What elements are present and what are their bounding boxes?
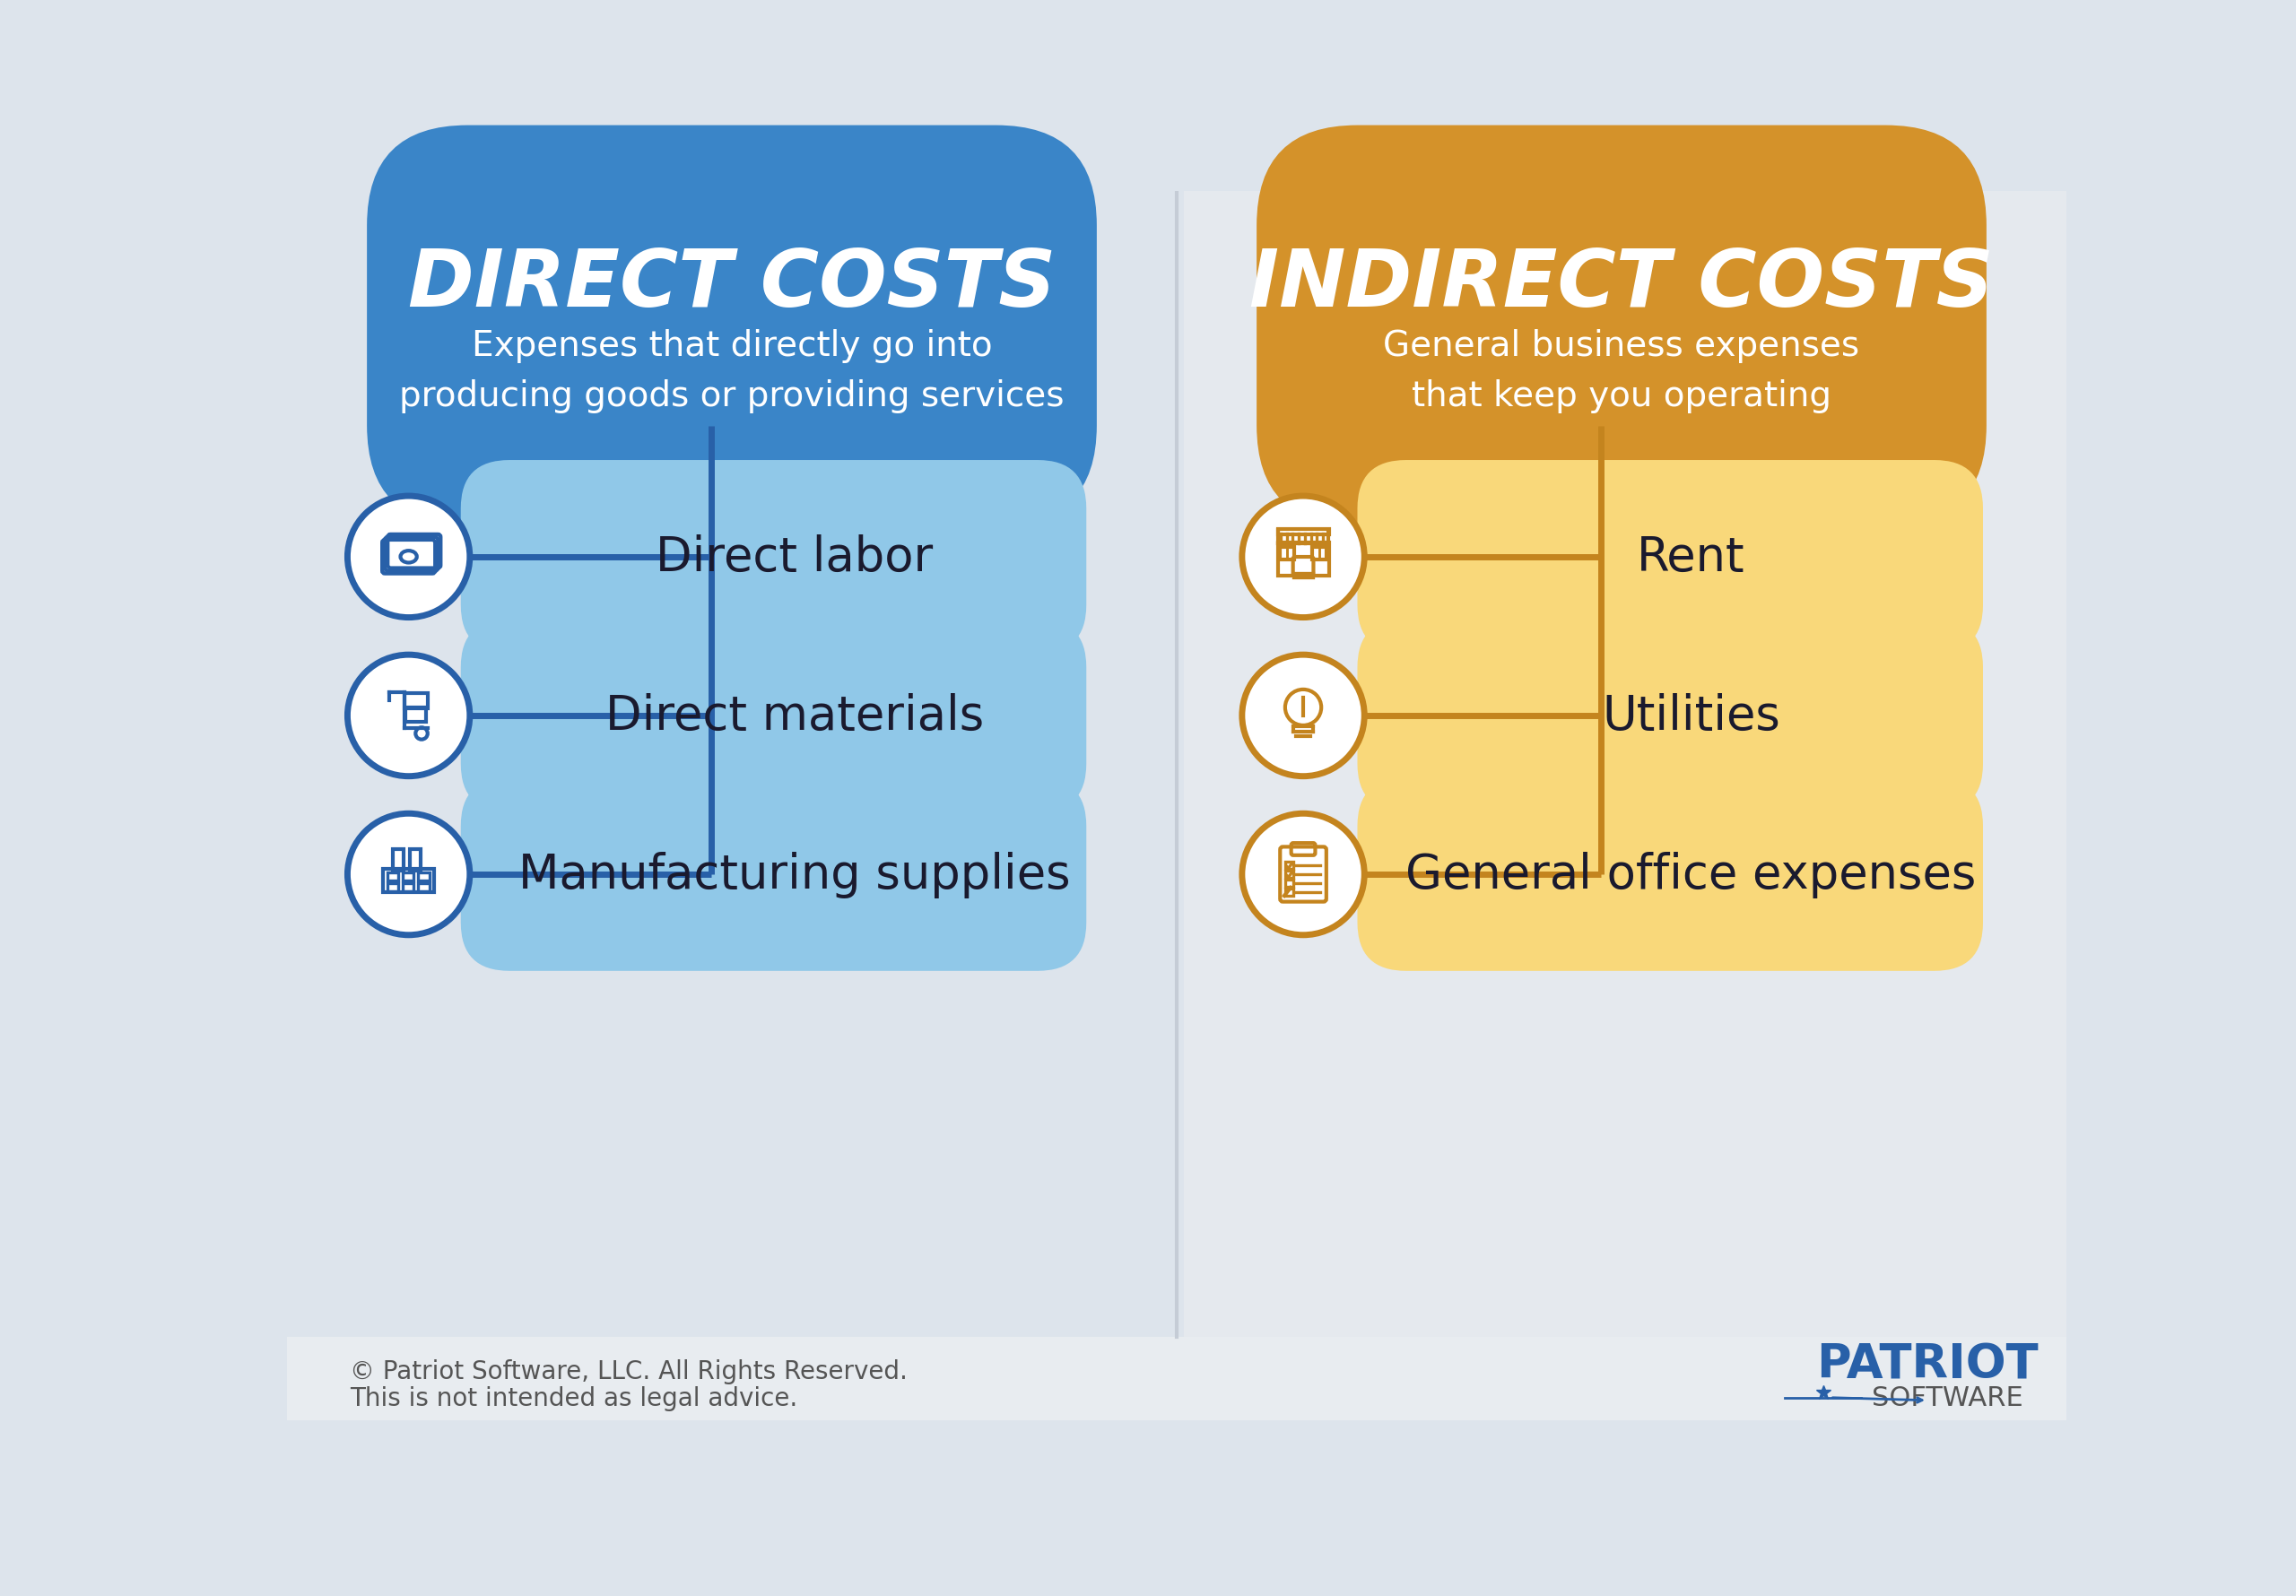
Text: General office expenses: General office expenses xyxy=(1405,851,1977,899)
FancyBboxPatch shape xyxy=(1357,619,1984,812)
FancyBboxPatch shape xyxy=(1256,126,1986,527)
Text: © Patriot Software, LLC. All Rights Reserved.: © Patriot Software, LLC. All Rights Rese… xyxy=(349,1358,907,1384)
FancyBboxPatch shape xyxy=(287,192,1169,1337)
Text: Expenses that directly go into
producing goods or providing services: Expenses that directly go into producing… xyxy=(400,329,1065,413)
Text: PATRIOT: PATRIOT xyxy=(1816,1341,2039,1389)
FancyBboxPatch shape xyxy=(461,461,1086,654)
FancyBboxPatch shape xyxy=(461,619,1086,812)
Text: Direct labor: Direct labor xyxy=(657,535,932,581)
Circle shape xyxy=(347,496,471,618)
Text: Manufacturing supplies: Manufacturing supplies xyxy=(519,851,1070,899)
Text: SOFTWARE: SOFTWARE xyxy=(1871,1385,2023,1411)
FancyBboxPatch shape xyxy=(1357,777,1984,972)
Text: DIRECT COSTS: DIRECT COSTS xyxy=(409,246,1056,324)
Text: Direct materials: Direct materials xyxy=(606,693,983,739)
FancyBboxPatch shape xyxy=(287,1337,2066,1420)
Circle shape xyxy=(1242,656,1364,777)
FancyBboxPatch shape xyxy=(461,777,1086,972)
Text: This is not intended as legal advice.: This is not intended as legal advice. xyxy=(349,1385,797,1411)
Circle shape xyxy=(1242,814,1364,935)
Text: Utilities: Utilities xyxy=(1603,693,1779,739)
Text: INDIRECT COSTS: INDIRECT COSTS xyxy=(1249,246,1993,324)
FancyBboxPatch shape xyxy=(1185,192,2066,1337)
Circle shape xyxy=(1242,496,1364,618)
Text: Rent: Rent xyxy=(1637,535,1745,581)
Text: General business expenses
that keep you operating: General business expenses that keep you … xyxy=(1384,329,1860,413)
Circle shape xyxy=(347,814,471,935)
FancyBboxPatch shape xyxy=(367,126,1097,527)
FancyBboxPatch shape xyxy=(1357,461,1984,654)
Circle shape xyxy=(347,656,471,777)
